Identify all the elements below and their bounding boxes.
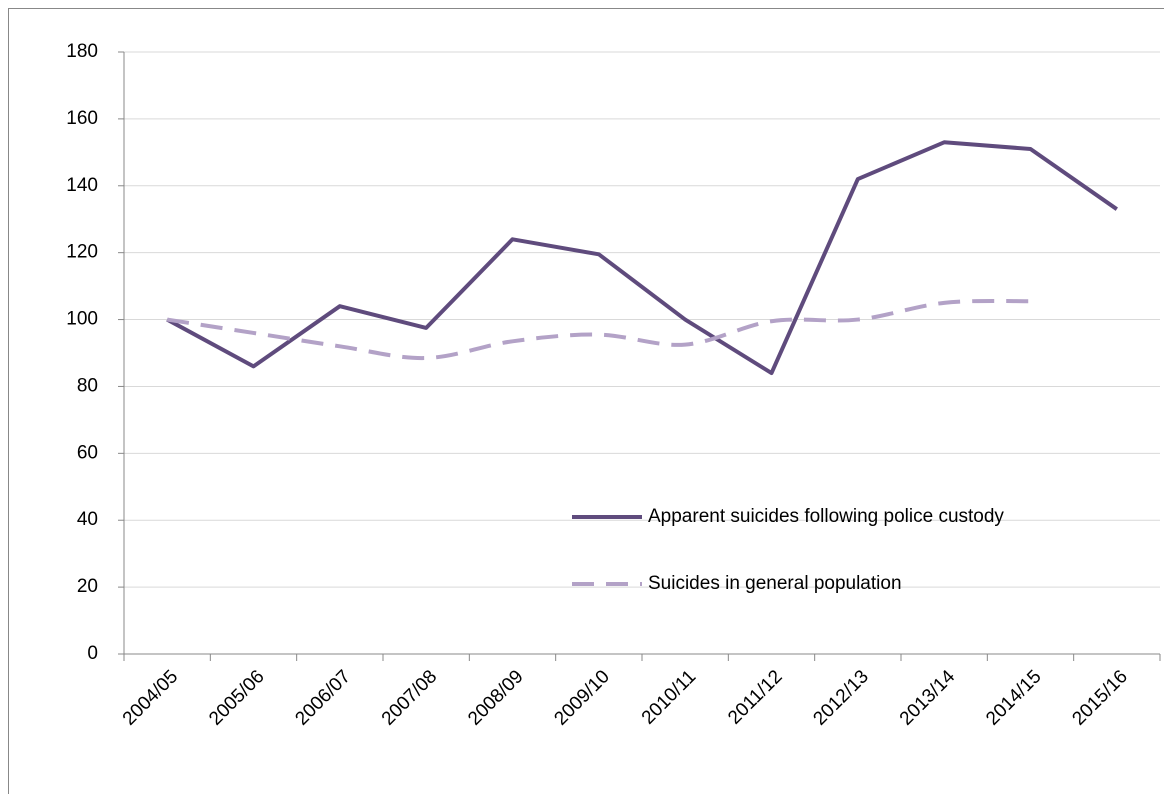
legend-label: Apparent suicides following police custo… — [648, 506, 1004, 527]
x-tick-label: 2006/07 — [291, 666, 354, 729]
x-tick-label: 2005/06 — [205, 666, 268, 729]
y-tick-label: 80 — [77, 375, 98, 396]
y-tick-label: 40 — [77, 509, 98, 530]
x-tick-label: 2007/08 — [378, 666, 441, 729]
series-line — [167, 142, 1117, 373]
x-tick-label: 2011/12 — [724, 666, 786, 728]
y-tick-label: 60 — [77, 442, 98, 463]
x-tick-label: 2009/10 — [550, 666, 613, 729]
y-tick-label: 160 — [66, 108, 98, 129]
chart-frame — [9, 9, 1164, 795]
y-tick-label: 140 — [66, 175, 98, 196]
y-tick-label: 120 — [66, 242, 98, 263]
y-tick-label: 180 — [66, 41, 98, 62]
legend-label: Suicides in general population — [648, 573, 902, 594]
x-tick-label: 2004/05 — [119, 666, 182, 729]
x-tick-label: 2014/15 — [982, 666, 1045, 729]
x-tick-label: 2013/14 — [896, 666, 960, 730]
y-tick-label: 0 — [87, 643, 98, 664]
x-tick-label: 2010/11 — [638, 666, 700, 728]
x-tick-label: 2008/09 — [464, 666, 527, 729]
x-tick-label: 2012/13 — [809, 666, 872, 729]
y-tick-label: 20 — [77, 576, 98, 597]
series-line — [167, 301, 1030, 358]
y-tick-label: 100 — [66, 309, 98, 330]
x-tick-label: 2015/16 — [1068, 666, 1131, 729]
